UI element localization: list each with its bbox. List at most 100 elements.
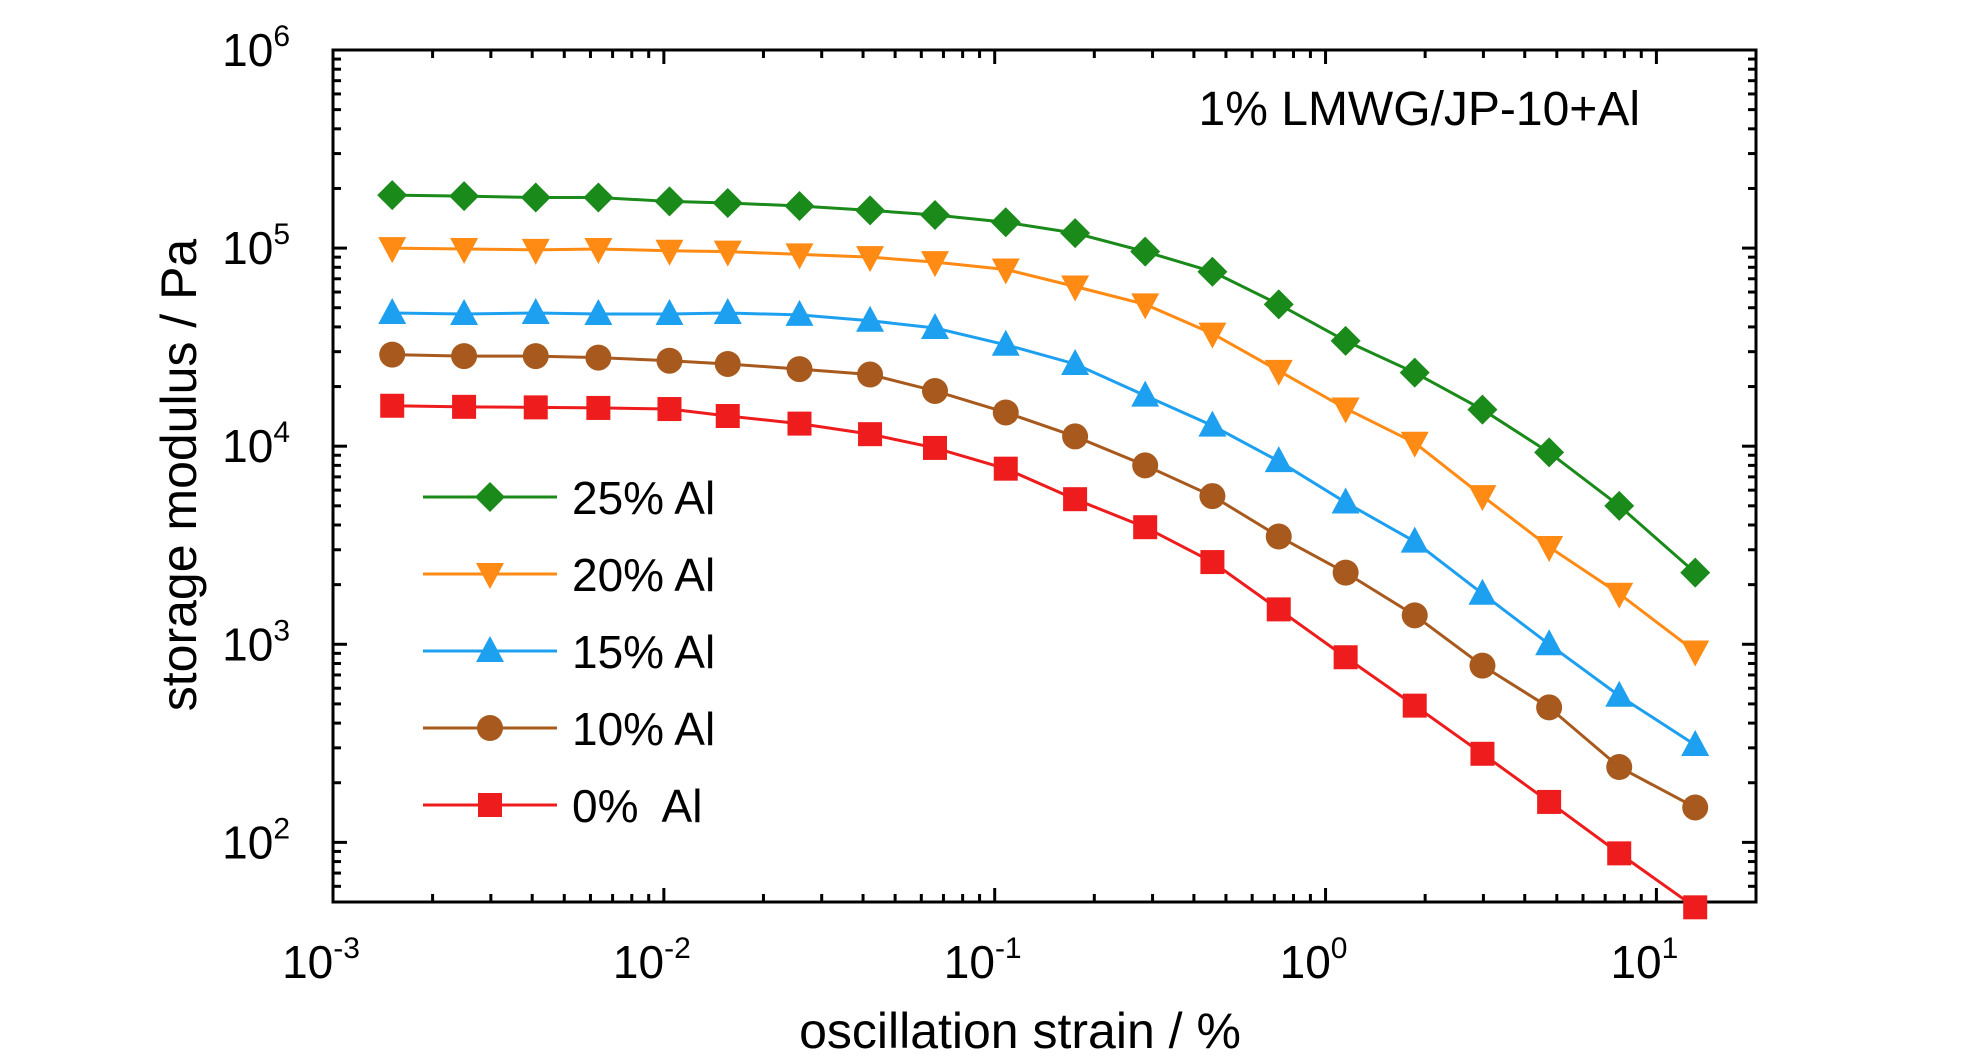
data-point [1470, 741, 1495, 766]
data-point [1400, 431, 1429, 458]
data-point [1401, 602, 1428, 629]
x-tick-label: 101 [1610, 932, 1678, 988]
data-point [1606, 754, 1633, 781]
data-point [922, 435, 947, 460]
data-point [856, 305, 885, 332]
series-line [392, 311, 1697, 747]
y-tick-label: 103 [222, 614, 290, 670]
data-point [584, 237, 613, 264]
data-point [1266, 597, 1291, 622]
data-point [992, 399, 1019, 426]
data-point [1061, 348, 1090, 375]
legend-label: 20% Al [572, 549, 715, 601]
data-point [785, 243, 814, 270]
data-point [1331, 487, 1360, 514]
data-point [523, 395, 548, 420]
data-point [1263, 289, 1294, 320]
y-tick-label: 106 [222, 20, 290, 76]
y-tick-label: 102 [222, 812, 290, 868]
data-point [451, 343, 478, 370]
data-point [584, 298, 613, 325]
data-point [990, 207, 1021, 238]
data-point [993, 456, 1018, 481]
data-point [1681, 640, 1710, 667]
data-point [450, 237, 479, 264]
data-point [1536, 694, 1563, 721]
data-point [991, 258, 1020, 285]
data-point [1060, 218, 1091, 249]
data-point [656, 347, 683, 374]
x-tick-label: 100 [1280, 932, 1348, 988]
data-point [1535, 535, 1564, 562]
data-point [713, 298, 742, 325]
x-tick-label: 10-3 [282, 932, 360, 988]
data-point [1534, 437, 1565, 468]
data-point [1607, 841, 1632, 866]
data-point [857, 361, 884, 388]
data-point [521, 238, 550, 265]
data-point [452, 394, 477, 419]
data-point [787, 411, 812, 436]
data-point [380, 393, 405, 418]
data-point [654, 186, 685, 217]
y-tick-label: 104 [222, 416, 290, 472]
data-point [1199, 483, 1226, 510]
data-point [1682, 794, 1709, 821]
x-tick-label: 10-1 [944, 932, 1022, 988]
legend-marker [478, 793, 502, 817]
y-axis-label: storage modulus / Pa [151, 239, 207, 712]
x-axis-label: oscillation strain / % [799, 1003, 1241, 1059]
data-point [1264, 446, 1293, 473]
data-point [521, 298, 550, 325]
data-point [1537, 789, 1562, 814]
chart-annotation: 1% LMWG/JP-10+Al [1199, 83, 1640, 136]
legend: 25% Al 20% Al 15% Al 10% Al 0% Al [423, 472, 715, 832]
data-point [1468, 578, 1497, 605]
series-3 [379, 341, 1709, 821]
y-axis-ticks [333, 48, 1756, 904]
data-point [1130, 236, 1161, 267]
data-point [449, 181, 480, 212]
legend-marker [476, 636, 504, 662]
data-point [1605, 582, 1634, 609]
legend-marker [476, 563, 504, 589]
data-point [1133, 515, 1158, 540]
x-axis-ticks [331, 50, 1758, 902]
x-tick-label: 10-2 [613, 932, 691, 988]
data-point [786, 356, 813, 383]
data-point [1198, 410, 1227, 437]
data-point [1061, 275, 1090, 302]
data-point [583, 182, 614, 213]
data-point [1681, 730, 1710, 757]
data-point [522, 343, 549, 370]
data-point [1467, 394, 1498, 425]
data-point [1331, 397, 1360, 424]
data-point [1333, 645, 1358, 670]
data-point [1330, 325, 1361, 356]
legend-label: 0% Al [572, 780, 702, 832]
data-point [1131, 380, 1160, 407]
data-point [1197, 256, 1228, 287]
data-point [1332, 559, 1359, 586]
data-point [919, 199, 950, 230]
data-point [1198, 322, 1227, 349]
data-point [378, 298, 407, 325]
data-point [379, 341, 406, 368]
data-point [785, 299, 814, 326]
series-2 [378, 298, 1710, 757]
data-point [1468, 485, 1497, 512]
data-point [378, 237, 407, 264]
data-point [1683, 895, 1708, 920]
data-point [1469, 652, 1496, 679]
series-1 [378, 237, 1710, 667]
plot-frame [331, 48, 1758, 904]
data-point [586, 395, 611, 420]
data-point [1062, 423, 1089, 450]
data-point [856, 246, 885, 273]
data-point [1131, 293, 1160, 320]
data-point [655, 298, 684, 325]
data-point [855, 195, 886, 226]
data-point [1132, 452, 1159, 479]
data-point [712, 187, 743, 218]
